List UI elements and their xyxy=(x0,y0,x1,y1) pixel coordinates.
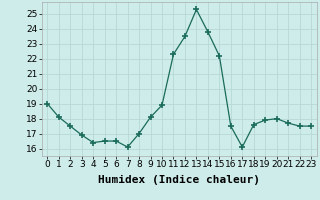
X-axis label: Humidex (Indice chaleur): Humidex (Indice chaleur) xyxy=(98,175,260,185)
